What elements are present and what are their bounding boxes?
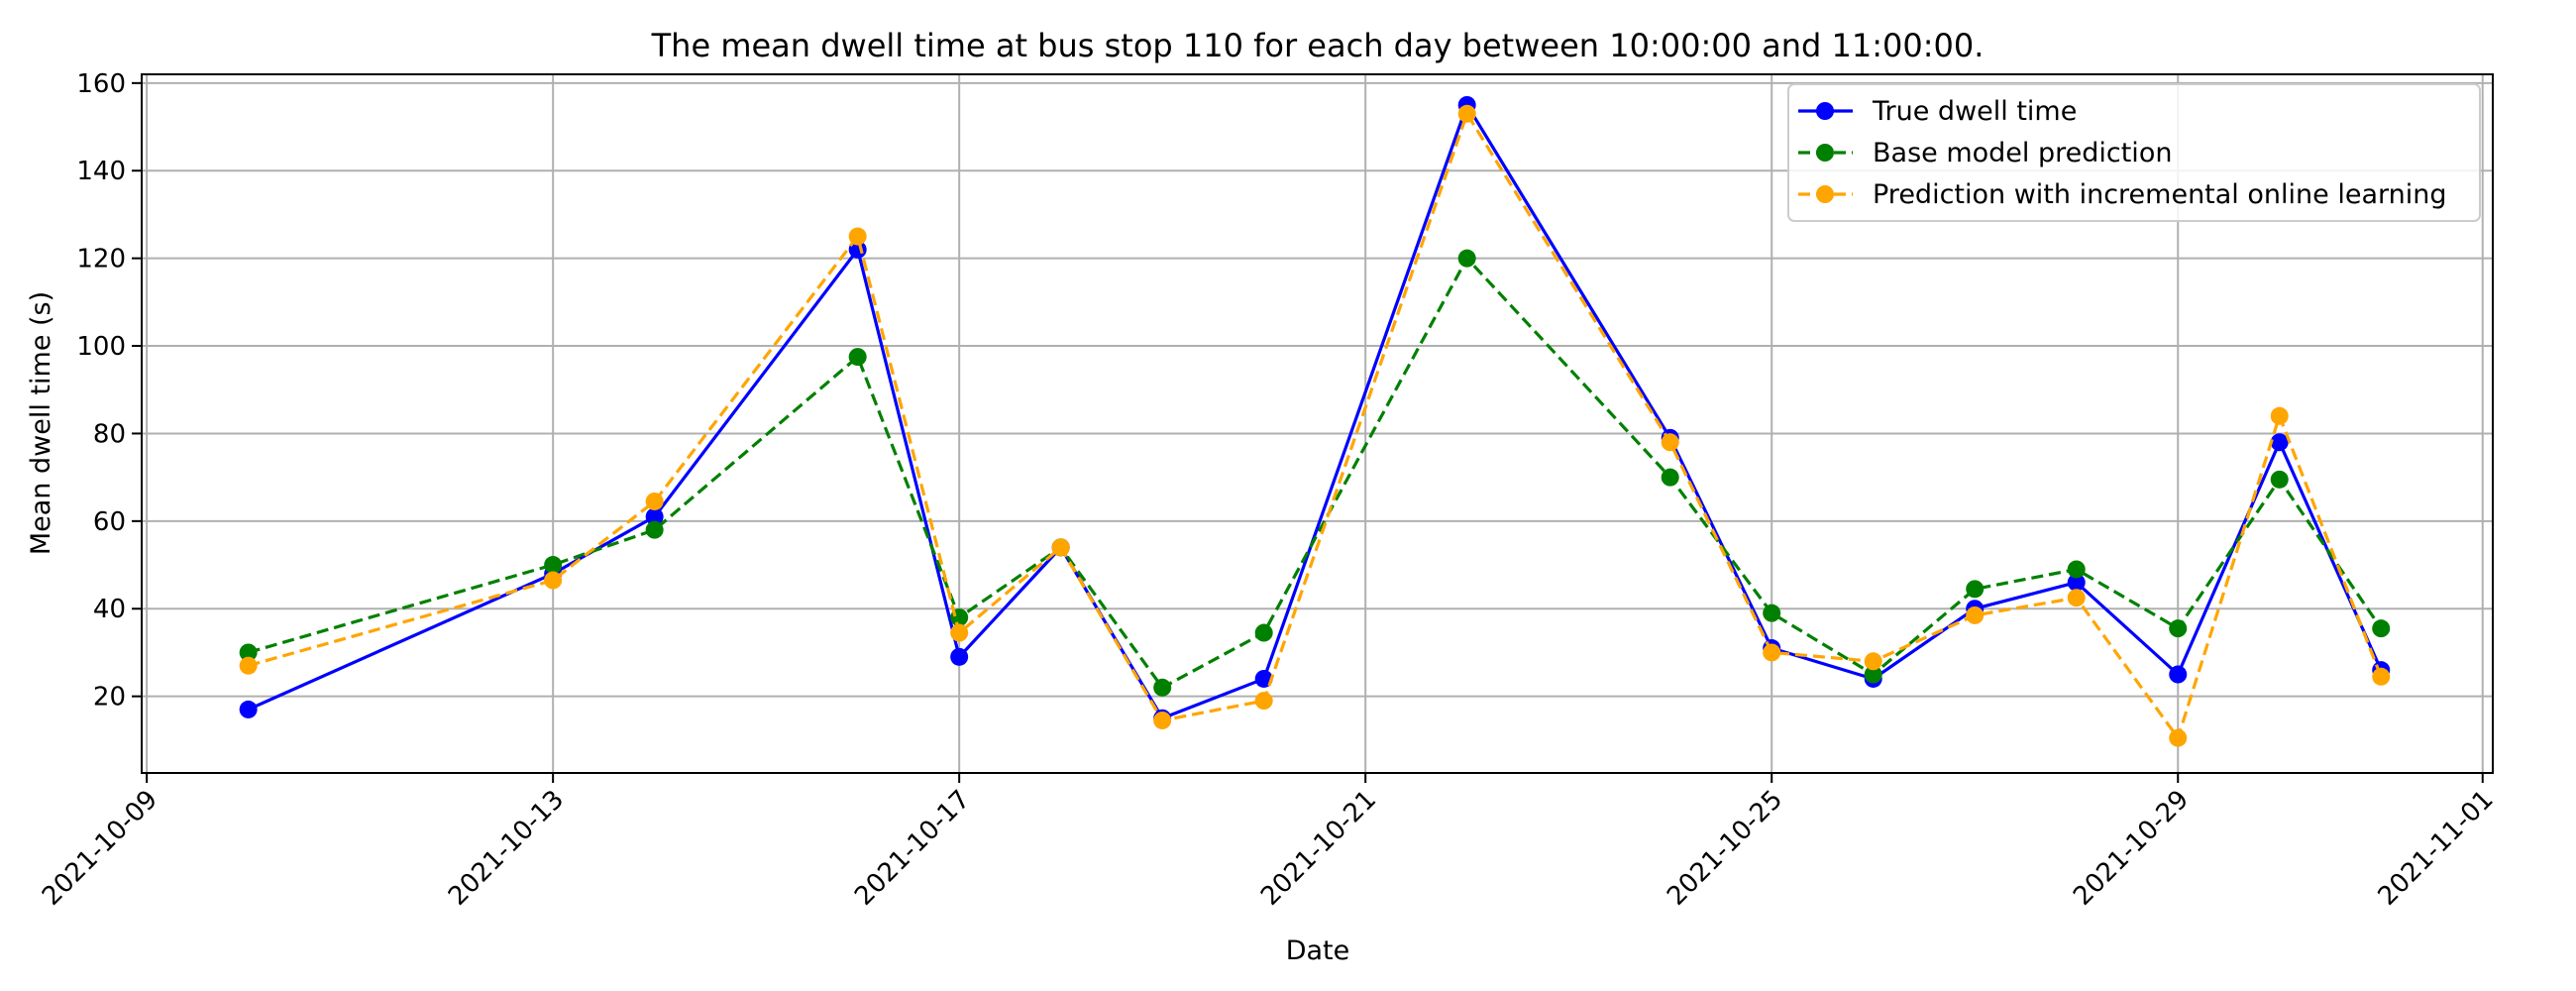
data-point	[1254, 692, 1273, 711]
data-point	[1051, 538, 1070, 557]
y-tick-label: 140	[76, 157, 126, 186]
data-point	[1457, 249, 1476, 268]
legend-item: Prediction with incremental online learn…	[1798, 179, 2447, 210]
data-point	[544, 571, 563, 590]
data-point	[1153, 711, 1172, 729]
y-axis: 20 40 60 80 100 120 140 160	[76, 69, 142, 713]
data-point	[2270, 470, 2289, 489]
data-point	[544, 556, 563, 575]
y-tick-label: 160	[76, 69, 126, 99]
x-tick-label: 2021-10-13	[443, 785, 570, 912]
data-point	[1966, 580, 1985, 599]
chart-title: The mean dwell time at bus stop 110 for …	[651, 27, 1985, 64]
y-tick-label: 60	[93, 507, 126, 537]
data-point	[1864, 652, 1882, 671]
plot-frame	[141, 73, 2494, 774]
y-tick-label: 20	[93, 683, 126, 713]
legend-marker	[1816, 185, 1834, 203]
legend-item: True dwell time	[1798, 96, 2077, 127]
data-point	[2169, 665, 2188, 684]
data-point	[2372, 667, 2391, 686]
data-point	[2270, 433, 2289, 452]
series-line	[248, 257, 2383, 690]
data-point	[1763, 604, 1781, 622]
y-tick-label: 80	[93, 419, 126, 449]
series-2	[239, 249, 2391, 697]
data-point	[1763, 643, 1781, 662]
data-point	[950, 623, 969, 642]
legend: True dwell time Base model prediction Pred…	[1787, 83, 2481, 222]
data-point	[239, 656, 258, 675]
x-tick-label: 2021-10-25	[1662, 785, 1788, 912]
y-tick-label: 40	[93, 595, 126, 624]
data-point	[1153, 678, 1172, 697]
data-point	[239, 700, 258, 718]
x-axis: 2021-10-09 2021-10-13 2021-10-17 2021-10-21…	[37, 773, 2500, 912]
data-point	[1457, 104, 1476, 123]
legend-marker	[1816, 144, 1834, 162]
data-point	[645, 492, 664, 510]
y-tick-label: 120	[76, 245, 126, 275]
x-tick-label: 2021-10-21	[1255, 785, 1382, 912]
data-point	[2067, 560, 2086, 579]
data-point	[950, 647, 969, 666]
data-point	[2067, 589, 2086, 607]
data-point	[848, 348, 867, 367]
data-point	[1864, 665, 1882, 684]
legend-label: Prediction with incremental online learn…	[1873, 179, 2447, 210]
legend-item: Base model prediction	[1798, 138, 2172, 168]
series-3	[239, 104, 2391, 747]
legend-box	[1787, 83, 2481, 222]
data-point	[2169, 619, 2188, 638]
data-point	[848, 227, 867, 246]
data-point	[1661, 468, 1679, 487]
data-point	[848, 240, 867, 259]
x-tick-label: 2021-10-17	[849, 785, 976, 912]
y-tick-label: 100	[76, 332, 126, 362]
series-layer	[239, 95, 2391, 747]
y-axis-label: Mean dwell time (s)	[26, 291, 56, 555]
data-point	[1254, 623, 1273, 642]
data-point	[1661, 433, 1679, 452]
data-point	[2270, 406, 2289, 425]
data-point	[2067, 573, 2086, 592]
data-point	[2169, 728, 2188, 747]
data-point	[645, 507, 664, 526]
legend-label: Base model prediction	[1873, 138, 2172, 168]
legend-marker	[1816, 102, 1834, 120]
data-point	[645, 520, 664, 539]
x-tick-label: 2021-11-01	[2373, 785, 2500, 912]
x-tick-label: 2021-10-09	[37, 785, 163, 912]
legend-label: True dwell time	[1872, 96, 2077, 127]
data-point	[1966, 606, 1985, 624]
x-tick-label: 2021-10-29	[2068, 785, 2195, 912]
data-point	[239, 643, 258, 662]
x-axis-label: Date	[1286, 936, 1350, 966]
data-point	[2372, 619, 2391, 638]
series-line	[248, 112, 2383, 740]
